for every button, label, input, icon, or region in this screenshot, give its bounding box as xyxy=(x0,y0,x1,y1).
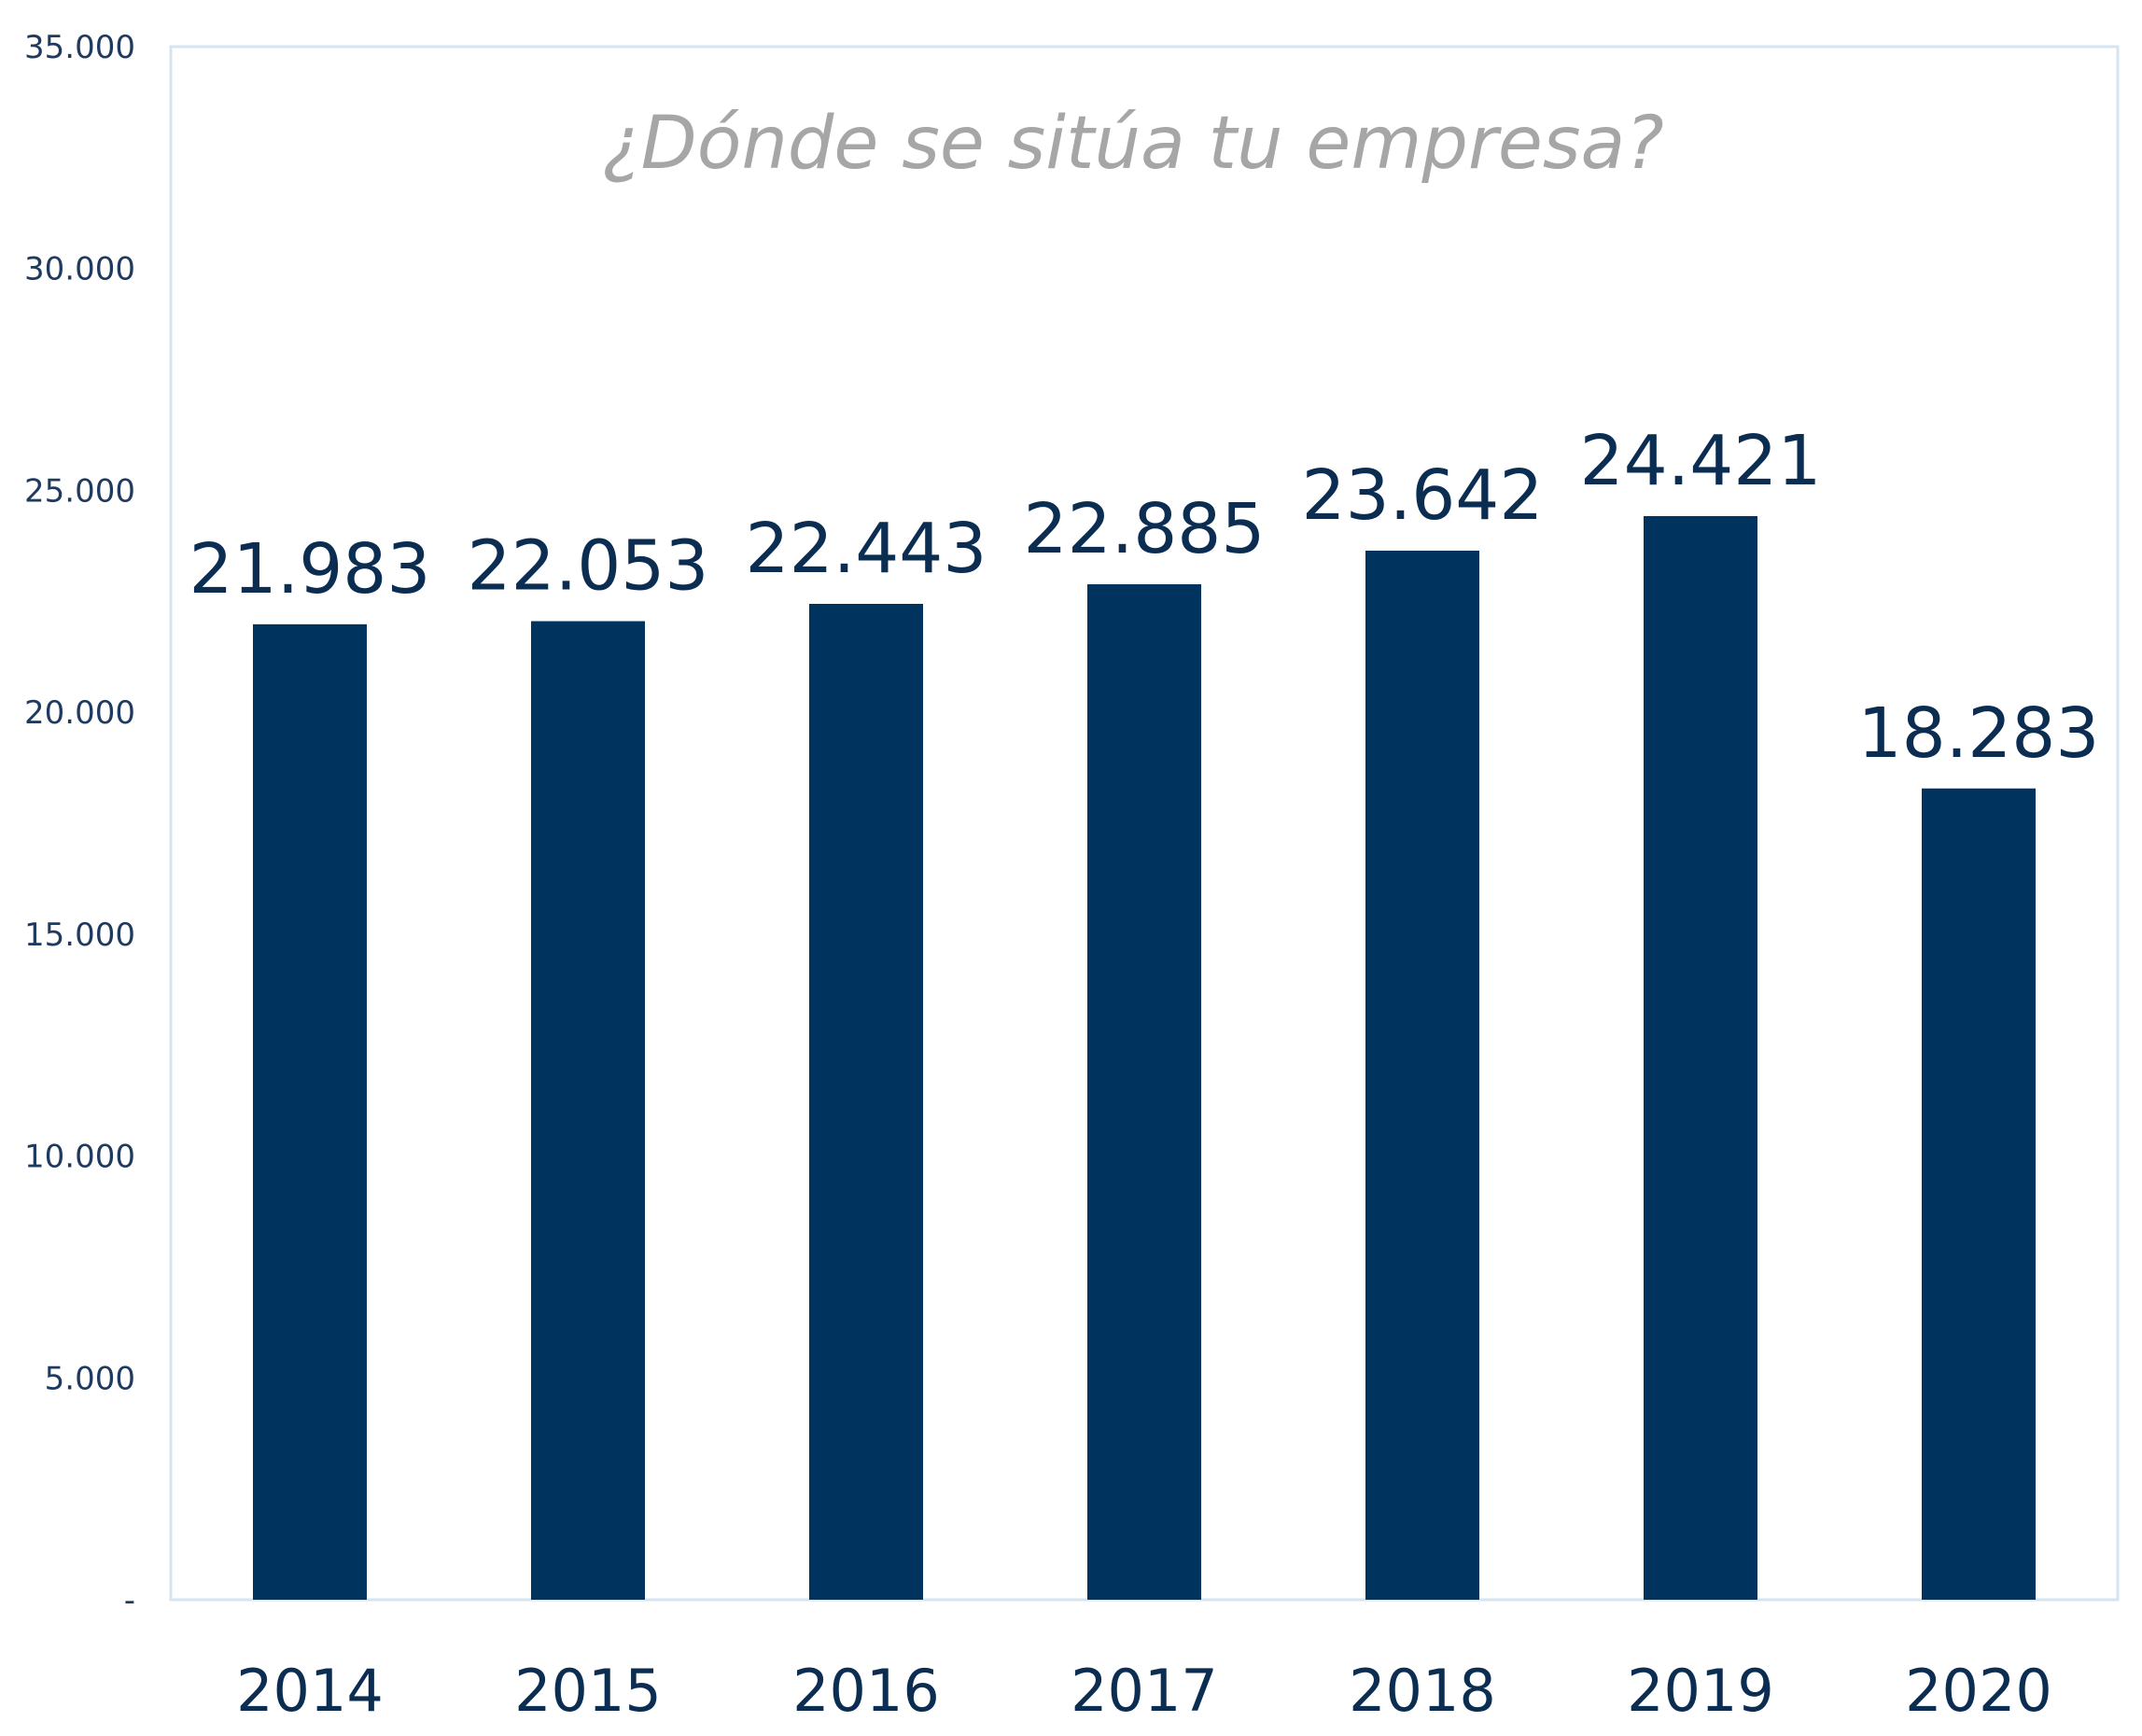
x-tick-label: 2015 xyxy=(514,1657,662,1725)
x-tick-label: 2020 xyxy=(1905,1657,2052,1725)
data-label: 22.443 xyxy=(746,509,987,589)
data-label: 22.885 xyxy=(1024,489,1266,569)
y-axis-ticks: - 5.000 10.000 15.000 20.000 25.000 30.000 35.0… xyxy=(24,29,135,1619)
chart-title: ¿Dónde se sitúa tu empresa? xyxy=(602,102,1663,186)
y-tick-label: 15.000 xyxy=(24,917,135,954)
bar xyxy=(531,621,645,1600)
bar xyxy=(1365,550,1479,1601)
data-label: 18.283 xyxy=(1858,693,2100,774)
bar xyxy=(809,603,923,1601)
x-tick-label: 2017 xyxy=(1071,1657,1218,1725)
data-label: 22.053 xyxy=(468,526,709,607)
bar xyxy=(1644,515,1757,1601)
y-tick-label: 20.000 xyxy=(24,694,135,732)
y-tick-label: 5.000 xyxy=(45,1360,135,1397)
x-tick-label: 2018 xyxy=(1349,1657,1496,1725)
data-label: 21.983 xyxy=(189,529,431,609)
data-label: 23.642 xyxy=(1302,455,1544,536)
y-tick-label: 30.000 xyxy=(24,251,135,288)
bars xyxy=(253,515,2036,1601)
x-tick-label: 2016 xyxy=(792,1657,940,1725)
x-tick-label: 2014 xyxy=(236,1657,384,1725)
y-tick-label: 10.000 xyxy=(24,1139,135,1176)
y-tick-label: - xyxy=(124,1582,135,1619)
bar xyxy=(253,623,367,1600)
x-axis-labels: 2014 2015 2016 2017 2018 2019 2020 xyxy=(236,1657,2052,1725)
y-tick-label: 25.000 xyxy=(24,472,135,510)
data-label: 24.421 xyxy=(1580,421,1822,501)
x-tick-label: 2019 xyxy=(1627,1657,1774,1725)
data-labels: 21.983 22.053 22.443 22.885 23.642 24.421 18.2… xyxy=(189,421,2100,774)
bar xyxy=(1922,788,2036,1600)
y-tick-label: 35.000 xyxy=(24,29,135,66)
bar xyxy=(1087,583,1201,1600)
